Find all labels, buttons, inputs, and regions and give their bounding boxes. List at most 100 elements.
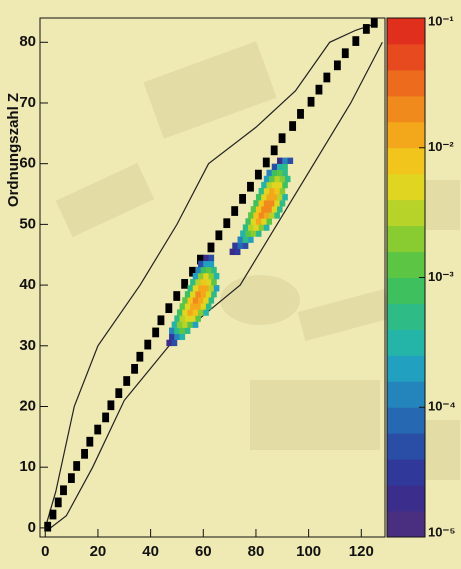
x-tick-label: 80 — [248, 543, 265, 560]
heatmap-cell — [174, 315, 180, 321]
heatmap-cell — [203, 261, 209, 267]
heatmap-cell — [193, 322, 199, 328]
heatmap-cell — [256, 230, 262, 236]
heatmap-cell — [201, 279, 207, 285]
colorbar-band — [387, 459, 425, 485]
heatmap-cell — [214, 273, 220, 279]
known-nuclide — [144, 340, 151, 350]
y-tick-label: 50 — [19, 215, 36, 232]
known-nuclide — [371, 18, 378, 28]
colorbar-band — [387, 329, 425, 355]
heatmap-cell — [269, 176, 275, 182]
known-nuclide — [131, 364, 138, 374]
heatmap-cell — [206, 291, 212, 297]
colorbar-band — [387, 511, 425, 537]
known-nuclide — [136, 352, 143, 362]
known-nuclide — [308, 97, 315, 107]
heatmap-cell — [264, 200, 270, 206]
known-nuclide — [115, 388, 122, 398]
heatmap-cell — [248, 212, 254, 218]
heatmap-cell — [185, 315, 191, 321]
colorbar-band — [387, 355, 425, 381]
heatmap-cell — [288, 158, 294, 164]
heatmap-cell — [266, 182, 272, 188]
heatmap-cell — [282, 164, 288, 170]
known-nuclide — [208, 243, 215, 253]
colorbar-band — [387, 200, 425, 226]
heatmap-cell — [185, 303, 191, 309]
heatmap-cell — [187, 285, 193, 291]
known-nuclide — [271, 145, 278, 155]
heatmap-cell — [195, 315, 201, 321]
heatmap-cell — [201, 291, 207, 297]
heatmap-cell — [235, 249, 241, 255]
heatmap-cell — [166, 340, 172, 346]
heatmap-cell — [261, 182, 267, 188]
heatmap-cell — [174, 328, 180, 334]
known-nuclide — [68, 473, 75, 483]
y-tick-label: 60 — [19, 155, 36, 172]
colorbar-band — [387, 122, 425, 148]
heatmap-cell — [185, 328, 191, 334]
heatmap-cell — [211, 267, 217, 273]
known-nuclide — [50, 510, 57, 520]
colorbar-band — [387, 407, 425, 433]
heatmap-cell — [177, 309, 183, 315]
heatmap-cell — [206, 267, 212, 273]
heatmap-cell — [280, 188, 286, 194]
known-nuclide — [73, 461, 80, 471]
heatmap-cell — [193, 273, 199, 279]
heatmap-cell — [282, 170, 288, 176]
heatmap-cell — [240, 230, 246, 236]
heatmap-cell — [251, 206, 257, 212]
heatmap-cell — [198, 261, 204, 267]
heatmap-cell — [280, 176, 286, 182]
known-nuclide — [60, 485, 67, 495]
colorbar-tick-label: 10⁻² — [428, 139, 454, 154]
y-tick-label: 30 — [19, 337, 36, 354]
heatmap-cell — [274, 176, 280, 182]
heatmap-cell — [264, 176, 270, 182]
heatmap-cell — [248, 237, 254, 243]
heatmap-cell — [190, 291, 196, 297]
heatmap-cell — [206, 279, 212, 285]
heatmap-cell — [169, 334, 175, 340]
known-nuclide — [255, 170, 262, 180]
colorbar-band — [387, 174, 425, 200]
heatmap-cell — [269, 200, 275, 206]
colorbar-band — [387, 18, 425, 44]
heatmap-cell — [243, 237, 249, 243]
known-nuclide — [158, 315, 165, 325]
heatmap-cell — [277, 158, 283, 164]
heatmap-cell — [185, 291, 191, 297]
heatmap-cell — [180, 334, 186, 340]
known-nuclide — [231, 206, 238, 216]
heatmap-cell — [198, 273, 204, 279]
heatmap-cell — [211, 291, 217, 297]
heatmap-cell — [274, 200, 280, 206]
colorbar-band — [387, 303, 425, 329]
heatmap-cell — [282, 182, 288, 188]
known-nuclide — [352, 36, 359, 46]
heatmap-cell — [261, 218, 267, 224]
y-tick-label: 40 — [19, 276, 36, 293]
heatmap-cell — [243, 243, 249, 249]
heatmap-cell — [190, 303, 196, 309]
known-nuclide — [123, 376, 130, 386]
x-tick-label: 40 — [142, 543, 159, 560]
heatmap-cell — [264, 188, 270, 194]
heatmap-cell — [195, 291, 201, 297]
heatmap-cell — [256, 218, 262, 224]
heatmap-cell — [245, 230, 251, 236]
heatmap-cell — [272, 206, 278, 212]
colorbar-band — [387, 96, 425, 122]
heatmap-cell — [187, 322, 193, 328]
heatmap-cell — [209, 255, 215, 261]
heatmap-cell — [195, 267, 201, 273]
heatmap-cell — [243, 224, 249, 230]
heatmap-cell — [274, 188, 280, 194]
heatmap-cell — [232, 243, 238, 249]
heatmap-cell — [187, 297, 193, 303]
heatmap-cell — [182, 309, 188, 315]
known-nuclide — [173, 291, 180, 301]
